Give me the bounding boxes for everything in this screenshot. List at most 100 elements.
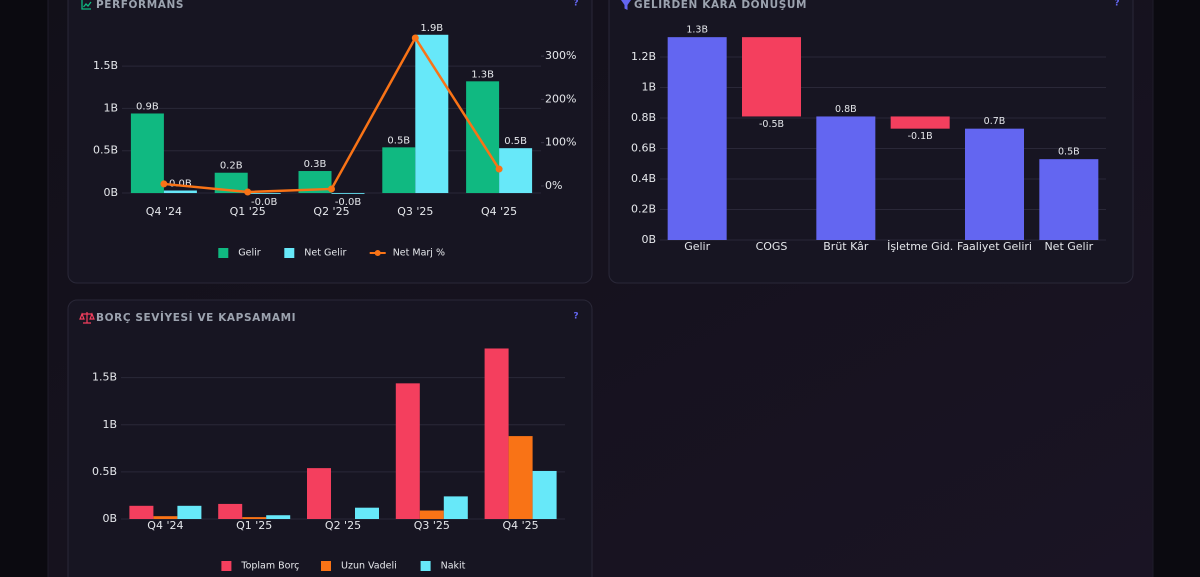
y-tick-label: 0.6B <box>631 141 656 154</box>
y2-tick-label: 200% <box>545 92 576 105</box>
bar <box>499 148 533 194</box>
help-button[interactable]: ? <box>1114 0 1119 9</box>
value-label: -0.0B <box>335 197 362 208</box>
legend-swatch <box>284 248 295 258</box>
bar <box>129 505 154 519</box>
x-tick-label: Brüt Kâr <box>823 240 869 253</box>
x-tick-label: Q3 '25 <box>414 519 450 532</box>
panel <box>67 0 593 284</box>
bar <box>130 113 164 194</box>
chart-title: PERFORMANS <box>96 0 184 11</box>
y-tick-label: 0.2B <box>631 202 656 215</box>
x-tick-label: Q4 '25 <box>481 205 517 218</box>
bar <box>443 496 468 519</box>
legend-swatch <box>218 248 229 258</box>
y-tick-label: 0B <box>102 512 117 525</box>
x-tick-label: Q4 '25 <box>503 519 539 532</box>
x-tick-label: COGS <box>756 240 788 253</box>
y-tick-label: 1B <box>103 101 118 114</box>
value-label: 0.3B <box>304 159 327 170</box>
bar <box>214 172 248 194</box>
y-tick-label: 1B <box>641 80 656 93</box>
bar <box>532 470 557 519</box>
point <box>328 185 335 193</box>
bar <box>419 510 444 519</box>
bar <box>298 171 332 194</box>
x-tick-label: Q1 '25 <box>236 519 272 532</box>
legend-swatch <box>420 561 431 571</box>
legend-marker <box>374 250 381 256</box>
value-label: 1.3B <box>471 69 494 80</box>
y-tick-label: 1.5B <box>93 59 118 72</box>
waterfall-bar <box>890 116 950 129</box>
value-label: 0.5B <box>504 136 527 147</box>
help-button[interactable]: ? <box>573 0 578 9</box>
bar <box>307 468 331 519</box>
scale-icon <box>79 312 95 324</box>
bar <box>153 516 178 519</box>
point <box>160 180 168 188</box>
chart-title: GELİRDEN KÂRA DÖNÜŞÜM <box>634 0 807 11</box>
bar <box>355 507 379 519</box>
legend-swatch <box>221 561 232 571</box>
y-tick-label: 0.8B <box>631 111 656 124</box>
x-tick-label: İşletme Gid. <box>887 240 953 253</box>
value-label: 0.9B <box>136 101 159 112</box>
y2-tick-label: 0% <box>545 179 562 192</box>
value-label: 0.2B <box>220 161 243 172</box>
bar <box>466 81 500 194</box>
bar <box>177 505 202 519</box>
bar <box>247 193 281 194</box>
x-tick-label: Q3 '25 <box>397 205 433 218</box>
y-tick-label: 0.5B <box>92 465 117 478</box>
bar <box>331 193 365 194</box>
value-label: 0.5B <box>1058 147 1080 158</box>
legend-label: Gelir <box>238 248 260 259</box>
value-label: -0.1B <box>908 131 933 142</box>
x-tick-label: Q4 '24 <box>146 205 182 218</box>
point <box>244 188 252 196</box>
value-label: 0.5B <box>387 135 410 146</box>
legend-label: Net Gelir <box>304 248 346 259</box>
x-tick-label: Q1 '25 <box>230 205 266 218</box>
waterfall-bar <box>1039 159 1099 240</box>
y2-tick-label: 100% <box>545 136 576 149</box>
legend-label: Toplam Borç <box>240 561 299 572</box>
x-tick-label: Q4 '24 <box>147 519 183 532</box>
x-tick-label: Faaliyet Geliri <box>957 240 1032 253</box>
value-label: 0.7B <box>984 116 1006 127</box>
y-tick-label: 1.2B <box>631 50 656 63</box>
bar <box>395 383 420 519</box>
waterfall-bar <box>742 37 801 117</box>
x-tick-label: Q2 '25 <box>325 519 361 532</box>
x-tick-label: Net Gelir <box>1044 240 1093 253</box>
y-tick-label: 0B <box>641 233 656 246</box>
bar <box>242 517 267 519</box>
legend-label: Nakit <box>441 561 466 572</box>
value-label: 0.8B <box>835 104 857 115</box>
help-button[interactable]: ? <box>573 312 578 322</box>
value-label: 1.9B <box>420 23 443 34</box>
waterfall-bar <box>965 128 1024 240</box>
bar <box>484 348 509 519</box>
bar <box>163 190 197 194</box>
legend-label: Uzun Vadeli <box>341 561 397 572</box>
x-tick-label: Q2 '25 <box>313 205 349 218</box>
y-tick-label: 1.5B <box>92 371 117 384</box>
legend-swatch <box>321 561 331 571</box>
y-tick-label: 0.4B <box>631 172 656 185</box>
bar <box>508 436 533 519</box>
y-tick-label: 0B <box>103 186 118 199</box>
funnel-icon <box>621 0 631 10</box>
value-label: 0.0B <box>169 178 192 189</box>
legend-label: Net Marj % <box>393 248 445 259</box>
y-tick-label: 1B <box>102 418 117 431</box>
y2-tick-label: 300% <box>545 49 576 62</box>
bar <box>218 503 243 519</box>
value-label: -0.5B <box>759 119 784 130</box>
waterfall-bar <box>667 37 727 240</box>
value-label: -0.0B <box>251 197 278 208</box>
value-label: 1.3B <box>686 25 708 36</box>
point <box>411 34 419 42</box>
